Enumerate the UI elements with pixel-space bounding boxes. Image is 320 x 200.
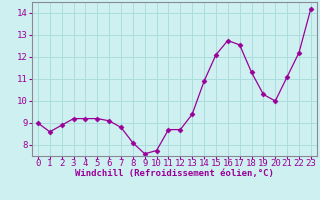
X-axis label: Windchill (Refroidissement éolien,°C): Windchill (Refroidissement éolien,°C) <box>75 169 274 178</box>
